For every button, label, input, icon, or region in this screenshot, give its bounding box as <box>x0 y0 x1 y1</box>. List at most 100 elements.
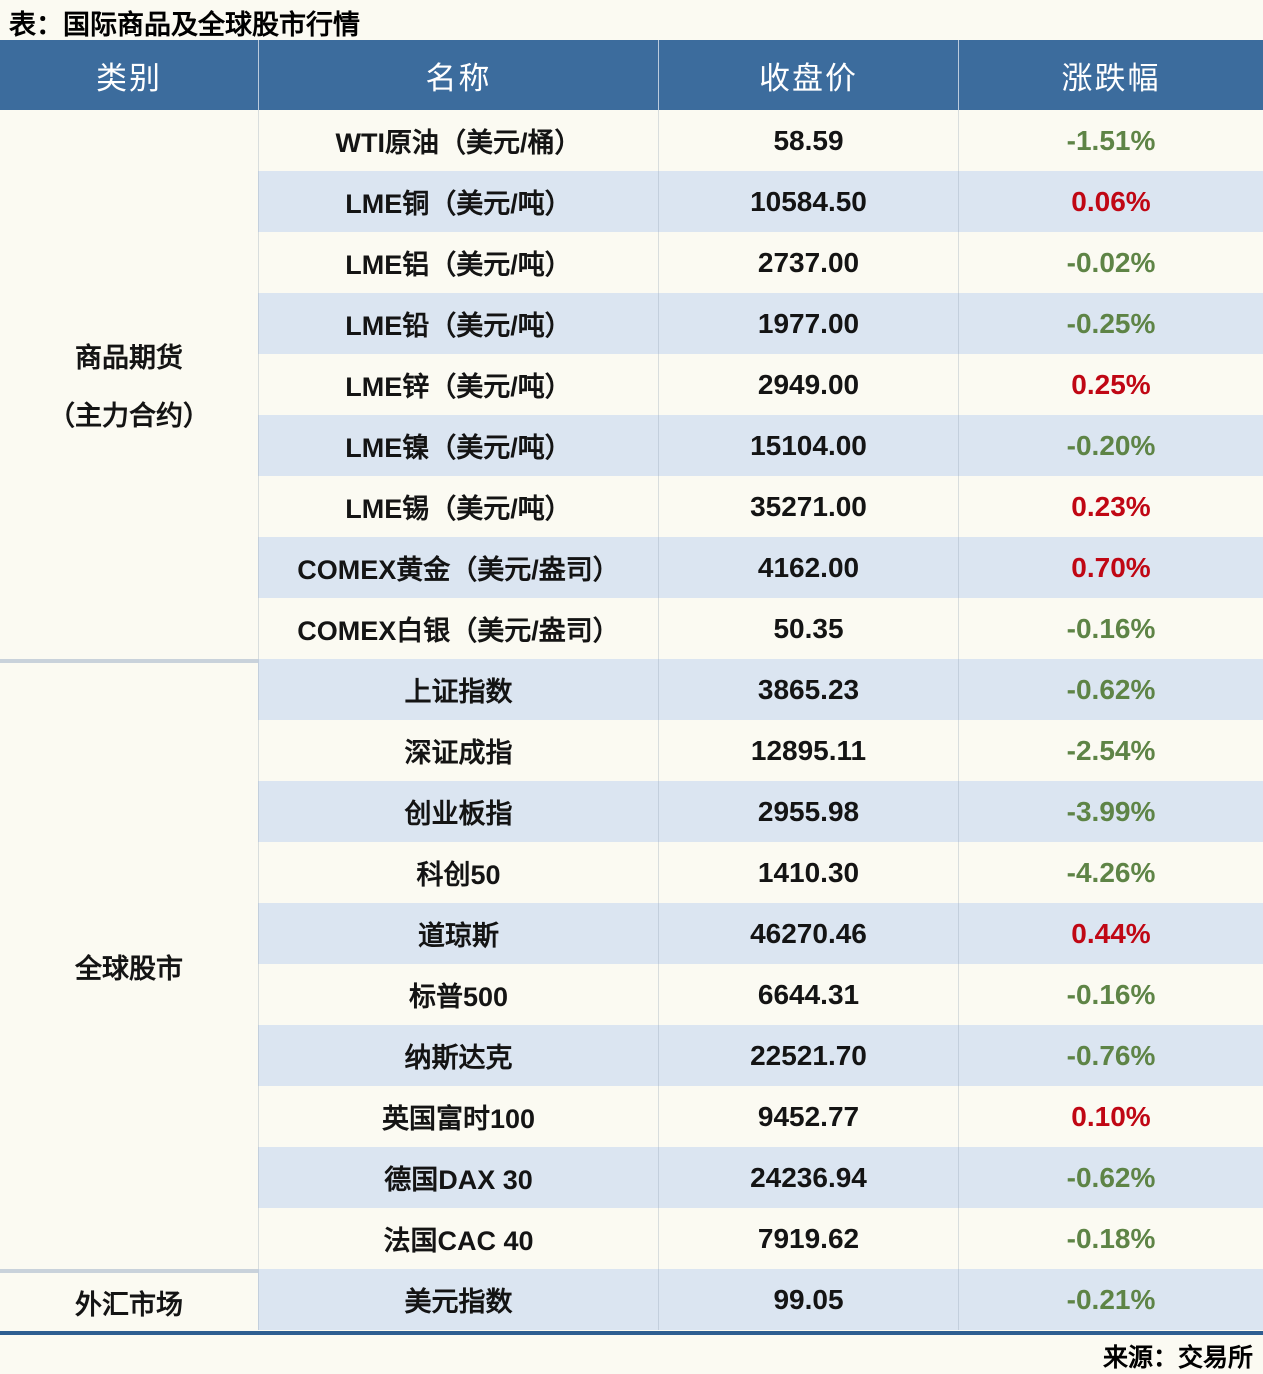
header-cell-close: 收盘价 <box>658 40 958 110</box>
change-cell: -0.20% <box>958 415 1263 476</box>
close-cell: 1977.00 <box>658 293 958 354</box>
table-header: 类别 名称 收盘价 涨跌幅 <box>0 40 1263 110</box>
name-cell: LME锌（美元/吨） <box>258 354 658 415</box>
name-cell: 标普500 <box>258 964 658 1025</box>
table-row: LME锡（美元/吨） 35271.00 0.23% <box>258 476 1263 537</box>
change-cell: -2.54% <box>958 720 1263 781</box>
name-cell: LME镍（美元/吨） <box>258 415 658 476</box>
name-cell: 英国富时100 <box>258 1086 658 1147</box>
change-cell: -0.76% <box>958 1025 1263 1086</box>
category-label: （主力合约） <box>48 401 210 431</box>
table-row: COMEX白银（美元/盎司） 50.35 -0.16% <box>258 598 1263 659</box>
table-row: 科创50 1410.30 -4.26% <box>258 842 1263 903</box>
table-row: 纳斯达克 22521.70 -0.76% <box>258 1025 1263 1086</box>
change-cell: 0.44% <box>958 903 1263 964</box>
name-cell: WTI原油（美元/桶） <box>258 110 658 171</box>
group-rows: 美元指数 99.05 -0.21% <box>258 1269 1263 1331</box>
close-cell: 1410.30 <box>658 842 958 903</box>
close-cell: 10584.50 <box>658 171 958 232</box>
table-row: 标普500 6644.31 -0.16% <box>258 964 1263 1025</box>
table-row: 创业板指 2955.98 -3.99% <box>258 781 1263 842</box>
name-cell: LME铝（美元/吨） <box>258 232 658 293</box>
change-cell: -0.25% <box>958 293 1263 354</box>
close-cell: 24236.94 <box>658 1147 958 1208</box>
change-cell: -0.62% <box>958 1147 1263 1208</box>
change-cell: -0.18% <box>958 1208 1263 1269</box>
name-cell: 法国CAC 40 <box>258 1208 658 1269</box>
header-cell-name: 名称 <box>258 40 658 110</box>
table-row: 英国富时100 9452.77 0.10% <box>258 1086 1263 1147</box>
table-row: LME镍（美元/吨） 15104.00 -0.20% <box>258 415 1263 476</box>
table-row: 美元指数 99.05 -0.21% <box>258 1269 1263 1330</box>
category-group: 外汇市场 美元指数 99.05 -0.21% <box>0 1269 1263 1331</box>
change-cell: -0.21% <box>958 1269 1263 1330</box>
table-row: 道琼斯 46270.46 0.44% <box>258 903 1263 964</box>
header-cell-change: 涨跌幅 <box>958 40 1263 110</box>
name-cell: LME锡（美元/吨） <box>258 476 658 537</box>
category-cell: 全球股市 <box>0 659 258 1269</box>
change-cell: -4.26% <box>958 842 1263 903</box>
table-row: 法国CAC 40 7919.62 -0.18% <box>258 1208 1263 1269</box>
close-cell: 3865.23 <box>658 659 958 720</box>
table-row: 深证成指 12895.11 -2.54% <box>258 720 1263 781</box>
close-cell: 15104.00 <box>658 415 958 476</box>
change-cell: -1.51% <box>958 110 1263 171</box>
category-group: 商品期货 （主力合约） WTI原油（美元/桶） 58.59 -1.51% LME铜（美元/… <box>0 110 1263 659</box>
group-rows: 上证指数 3865.23 -0.62% 深证成指 12895.11 -2.54% 创业板指 2… <box>258 659 1263 1269</box>
close-cell: 2955.98 <box>658 781 958 842</box>
table-row: COMEX黄金（美元/盎司） 4162.00 0.70% <box>258 537 1263 598</box>
market-table: 类别 名称 收盘价 涨跌幅 商品期货 （主力合约） WTI原油（美元/桶） 58.59… <box>0 40 1263 1335</box>
change-cell: 0.70% <box>958 537 1263 598</box>
name-cell: 道琼斯 <box>258 903 658 964</box>
group-rows: WTI原油（美元/桶） 58.59 -1.51% LME铜（美元/吨） 10584.50… <box>258 110 1263 659</box>
close-cell: 46270.46 <box>658 903 958 964</box>
change-cell: 0.06% <box>958 171 1263 232</box>
category-label: 商品期货 <box>75 343 183 373</box>
change-cell: 0.25% <box>958 354 1263 415</box>
name-cell: 科创50 <box>258 842 658 903</box>
name-cell: LME铜（美元/吨） <box>258 171 658 232</box>
change-cell: 0.10% <box>958 1086 1263 1147</box>
close-cell: 2737.00 <box>658 232 958 293</box>
name-cell: COMEX黄金（美元/盎司） <box>258 537 658 598</box>
name-cell: 创业板指 <box>258 781 658 842</box>
change-cell: -0.16% <box>958 598 1263 659</box>
table-row: 上证指数 3865.23 -0.62% <box>258 659 1263 720</box>
change-cell: -0.62% <box>958 659 1263 720</box>
change-cell: 0.23% <box>958 476 1263 537</box>
name-cell: 上证指数 <box>258 659 658 720</box>
name-cell: LME铅（美元/吨） <box>258 293 658 354</box>
name-cell: 美元指数 <box>258 1269 658 1330</box>
close-cell: 50.35 <box>658 598 958 659</box>
name-cell: 深证成指 <box>258 720 658 781</box>
table-row: LME铅（美元/吨） 1977.00 -0.25% <box>258 293 1263 354</box>
category-label: 全球股市 <box>75 953 183 984</box>
close-cell: 58.59 <box>658 110 958 171</box>
category-label: 外汇市场 <box>75 1289 183 1320</box>
category-cell: 商品期货 （主力合约） <box>0 110 258 659</box>
change-cell: -0.02% <box>958 232 1263 293</box>
page-title: 表：国际商品及全球股市行情 <box>9 10 360 40</box>
category-group: 全球股市 上证指数 3865.23 -0.62% 深证成指 12895.11 -2.54% 创… <box>0 659 1263 1269</box>
name-cell: 德国DAX 30 <box>258 1147 658 1208</box>
close-cell: 99.05 <box>658 1269 958 1330</box>
change-cell: -0.16% <box>958 964 1263 1025</box>
name-cell: COMEX白银（美元/盎司） <box>258 598 658 659</box>
source-note: 来源：交易所 <box>1102 1344 1253 1372</box>
table-body: 商品期货 （主力合约） WTI原油（美元/桶） 58.59 -1.51% LME铜（美元/… <box>0 110 1263 1331</box>
table-row: WTI原油（美元/桶） 58.59 -1.51% <box>258 110 1263 171</box>
change-cell: -3.99% <box>958 781 1263 842</box>
close-cell: 12895.11 <box>658 720 958 781</box>
close-cell: 6644.31 <box>658 964 958 1025</box>
category-cell: 外汇市场 <box>0 1269 258 1331</box>
close-cell: 35271.00 <box>658 476 958 537</box>
close-cell: 22521.70 <box>658 1025 958 1086</box>
close-cell: 4162.00 <box>658 537 958 598</box>
table-row: LME铜（美元/吨） 10584.50 0.06% <box>258 171 1263 232</box>
close-cell: 7919.62 <box>658 1208 958 1269</box>
close-cell: 9452.77 <box>658 1086 958 1147</box>
header-cell-category: 类别 <box>96 60 162 96</box>
close-cell: 2949.00 <box>658 354 958 415</box>
table-row: 德国DAX 30 24236.94 -0.62% <box>258 1147 1263 1208</box>
table-row: LME锌（美元/吨） 2949.00 0.25% <box>258 354 1263 415</box>
